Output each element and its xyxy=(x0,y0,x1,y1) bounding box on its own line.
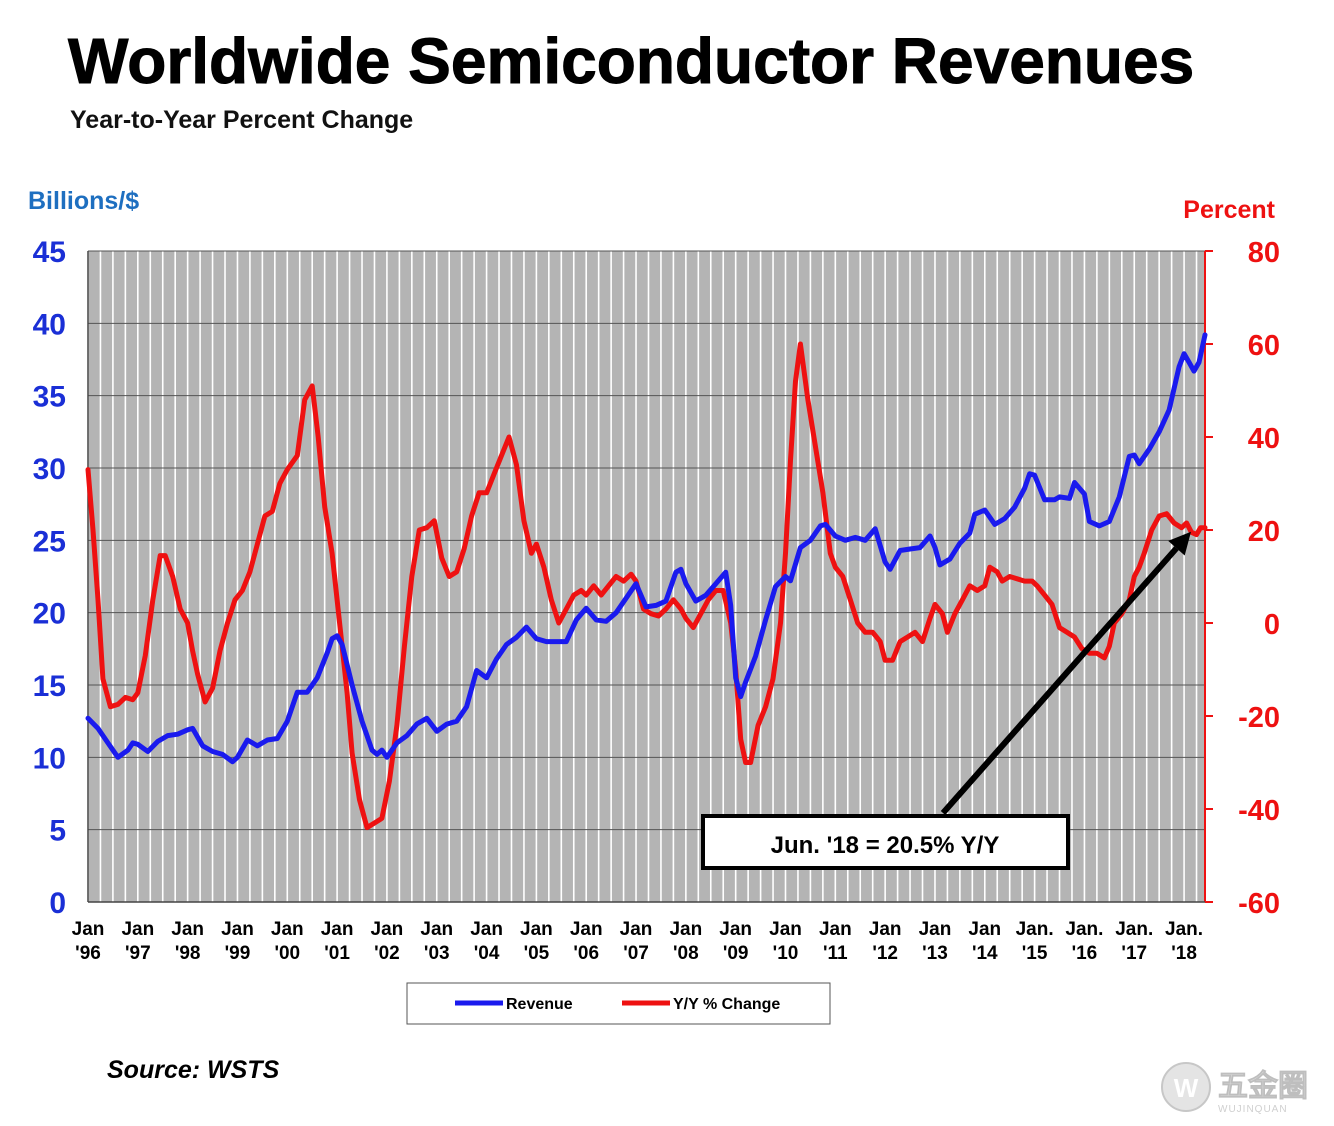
x-tick-label-year: '10 xyxy=(773,943,799,964)
source-note: Source: WSTS xyxy=(107,1056,280,1084)
x-tick-label-month: Jan xyxy=(520,919,553,940)
x-tick-label-year: '15 xyxy=(1022,943,1048,964)
legend: Revenue Y/Y % Change xyxy=(406,982,831,1025)
x-tick-label-month: Jan xyxy=(620,919,653,940)
legend-label-yy-change: Y/Y % Change xyxy=(673,996,780,1013)
x-tick-label-month: Jan. xyxy=(1115,919,1153,940)
x-tick-label-year: '17 xyxy=(1121,943,1147,964)
chart-subtitle: Year-to-Year Percent Change xyxy=(70,106,413,134)
x-tick-label-month: Jan xyxy=(371,919,404,940)
left-tick-label: 20 xyxy=(33,598,66,631)
axis-lines xyxy=(87,251,1206,903)
x-tick-label-year: '96 xyxy=(75,943,101,964)
x-tick-label-year: '98 xyxy=(175,943,201,964)
x-tick-label-month: Jan xyxy=(121,919,154,940)
left-tick-label: 40 xyxy=(33,308,66,341)
x-axis-ticks: Jan '96 Jan '97 Jan '98 Jan '99 Jan '00 Jan '01 Jan '… xyxy=(72,919,1203,964)
left-tick-label: 30 xyxy=(33,453,66,486)
x-tick-label-month: Jan xyxy=(669,919,702,940)
x-tick-label-year: '16 xyxy=(1072,943,1098,964)
x-tick-label-year: '11 xyxy=(823,943,848,964)
x-tick-label-year: '03 xyxy=(424,943,450,964)
x-tick-label-year: '08 xyxy=(673,943,699,964)
x-tick-label-year: '04 xyxy=(474,943,500,964)
x-tick-label-month: Jan. xyxy=(1165,919,1203,940)
x-tick-label-month: Jan xyxy=(919,919,952,940)
right-tick-label: 20 xyxy=(1248,516,1280,548)
x-tick-label-month: Jan xyxy=(171,919,204,940)
x-tick-label-year: '13 xyxy=(922,943,948,964)
x-tick-label-month: Jan xyxy=(271,919,304,940)
x-tick-label-month: Jan xyxy=(769,919,802,940)
watermark-logo-icon xyxy=(1161,1062,1211,1112)
x-tick-label-month: Jan xyxy=(470,919,503,940)
x-tick-label-month: Jan xyxy=(72,919,105,940)
annotation-arrow xyxy=(940,546,1179,815)
x-tick-label-year: '06 xyxy=(573,943,599,964)
annotation: Jun. '18 = 20.5% Y/Y xyxy=(701,531,1191,870)
left-tick-label: 10 xyxy=(33,742,66,775)
x-tick-label-month: Jan xyxy=(570,919,603,940)
watermark-logo-mark: W xyxy=(1174,1073,1199,1103)
x-tick-label-year: '12 xyxy=(872,943,898,964)
left-axis-label: Billions/$ xyxy=(28,187,139,215)
annotation-text: Jun. '18 = 20.5% Y/Y xyxy=(771,832,1000,859)
left-axis-ticks: 0 5 10 15 20 25 30 35 40 45 xyxy=(33,236,66,920)
plot-area xyxy=(88,251,1205,902)
right-axis-ticks: -60 -40 -20 0 20 40 60 80 xyxy=(1205,237,1280,920)
right-axis-label: Percent xyxy=(1183,196,1275,224)
x-tick-label-year: '05 xyxy=(524,943,550,964)
x-tick-label-month: Jan xyxy=(221,919,254,940)
right-tick-label: -60 xyxy=(1238,888,1280,920)
x-tick-label-month: Jan xyxy=(819,919,852,940)
right-tick-label: 80 xyxy=(1248,237,1280,269)
series-line-yy-change xyxy=(85,341,1208,831)
x-tick-label-year: '99 xyxy=(225,943,251,964)
legend-label-revenue: Revenue xyxy=(506,996,573,1013)
x-tick-label-month: Jan xyxy=(968,919,1001,940)
series-lines xyxy=(85,332,1208,831)
right-tick-label: -20 xyxy=(1238,702,1280,734)
x-tick-label-month: Jan xyxy=(321,919,354,940)
series-line-revenue xyxy=(85,332,1208,765)
watermark-subtext: WUJINQUAN xyxy=(1218,1104,1288,1115)
x-tick-label-month: Jan xyxy=(420,919,453,940)
watermark-text: 五金圈 xyxy=(1218,1069,1308,1103)
left-tick-label: 15 xyxy=(33,670,66,703)
x-tick-label-month: Jan xyxy=(869,919,902,940)
x-tick-label-year: '18 xyxy=(1171,943,1197,964)
left-tick-label: 0 xyxy=(49,887,66,920)
annotation-box xyxy=(701,814,1070,870)
left-tick-label: 45 xyxy=(33,236,66,269)
left-tick-label: 25 xyxy=(33,525,66,558)
watermark-logo: W 五金圈 WUJINQUAN xyxy=(1161,1062,1308,1115)
right-tick-label: -40 xyxy=(1238,795,1280,827)
x-tick-label-year: '14 xyxy=(972,943,998,964)
x-tick-label-year: '07 xyxy=(623,943,649,964)
x-tick-label-month: Jan. xyxy=(1016,919,1054,940)
left-tick-label: 35 xyxy=(33,381,66,414)
x-tick-label-month: Jan. xyxy=(1065,919,1103,940)
x-tick-label-month: Jan xyxy=(719,919,752,940)
x-tick-label-year: '02 xyxy=(374,943,400,964)
x-tick-label-year: '09 xyxy=(723,943,749,964)
left-tick-label: 5 xyxy=(49,815,66,848)
annotation-arrow-head xyxy=(1168,531,1191,556)
right-tick-label: 60 xyxy=(1248,330,1280,362)
x-tick-label-year: '97 xyxy=(125,943,151,964)
right-tick-label: 40 xyxy=(1248,423,1280,455)
chart-title: Worldwide Semiconductor Revenues xyxy=(68,25,1194,97)
x-tick-label-year: '00 xyxy=(274,943,300,964)
right-tick-label: 0 xyxy=(1264,609,1280,641)
x-tick-label-year: '01 xyxy=(324,943,350,964)
